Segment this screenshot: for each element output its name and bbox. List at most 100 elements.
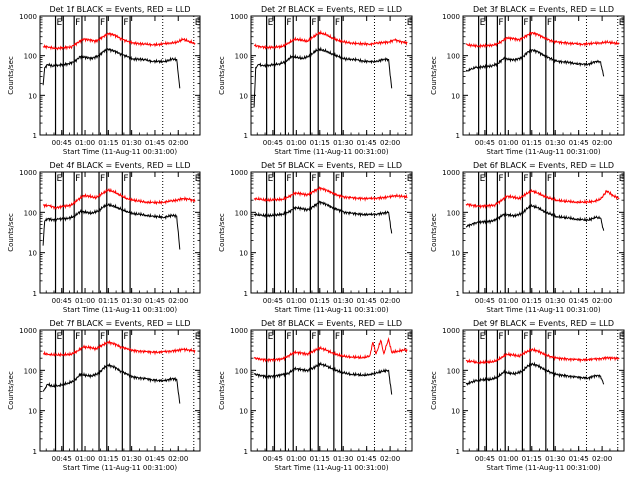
- series-line-events: [253, 361, 393, 395]
- interval-marker-label: F: [498, 174, 503, 184]
- y-tick-label: 1: [244, 290, 248, 298]
- x-axis-label: Start Time (11-Aug-11 00:31:00): [274, 148, 388, 156]
- y-tick-label: 10: [239, 92, 248, 100]
- y-tick-label: 100: [24, 209, 37, 217]
- y-tick-label: 1000: [19, 169, 37, 177]
- interval-marker-label: F: [286, 332, 291, 342]
- series-line-events: [253, 200, 393, 234]
- interval-marker-label: F: [100, 332, 105, 342]
- series-line-events: [465, 203, 605, 231]
- y-tick-label: 1: [33, 448, 37, 456]
- y-tick-label: 10: [28, 250, 37, 258]
- plot-frame: [250, 15, 413, 136]
- interval-marker-label: F: [75, 18, 80, 28]
- panel-1: Det 1f BLACK = Events, RED = LLD 1 10 100 10…: [7, 5, 201, 156]
- panel-title: Det 9f BLACK = Events, RED = LLD: [473, 319, 614, 328]
- interval-marker-label: F: [286, 18, 291, 28]
- panel-title: Det 5f BLACK = Events, RED = LLD: [261, 161, 402, 170]
- y-tick-label: 1000: [230, 327, 248, 335]
- interval-marker-label: F: [311, 174, 316, 184]
- interval-marker-label: F: [75, 174, 80, 184]
- interval-marker-label: E: [480, 332, 486, 342]
- x-tick-label: 01:30: [122, 139, 142, 147]
- series-line-events: [42, 362, 181, 404]
- x-tick-label: 01:00: [286, 297, 306, 305]
- interval-marker-label: F: [523, 174, 528, 184]
- x-tick-label: 01:45: [357, 139, 377, 147]
- series-line-lld: [253, 336, 408, 363]
- x-tick-label: 01:00: [75, 139, 95, 147]
- x-tick-label: 01:15: [98, 139, 118, 147]
- interval-marker-label: E: [57, 332, 63, 342]
- x-tick-label: 01:45: [357, 297, 377, 305]
- interval-marker-label: E: [619, 18, 625, 28]
- x-tick-label: 01:00: [75, 455, 95, 463]
- plot-frame: [39, 171, 201, 294]
- x-tick-label: 01:00: [286, 455, 306, 463]
- panel-title: Det 6f BLACK = Events, RED = LLD: [473, 161, 614, 170]
- series-line-lld: [42, 187, 196, 211]
- interval-marker-label: E: [268, 18, 274, 28]
- y-tick-label: 1: [33, 290, 37, 298]
- interval-marker-label: F: [498, 332, 503, 342]
- x-tick-label: 00:45: [475, 139, 495, 147]
- x-axis-label: Start Time (11-Aug-11 00:31:00): [274, 464, 388, 472]
- x-axis-label: Start Time (11-Aug-11 00:31:00): [63, 148, 177, 156]
- x-tick-label: 01:30: [333, 139, 353, 147]
- panel-title: Det 3f BLACK = Events, RED = LLD: [473, 5, 614, 14]
- y-tick-label: 10: [451, 250, 460, 258]
- y-tick-label: 1: [456, 448, 460, 456]
- y-tick-label: 1: [33, 132, 37, 140]
- x-tick-label: 02:00: [380, 455, 400, 463]
- series-line-lld: [465, 188, 620, 210]
- panel-4: Det 4f BLACK = Events, RED = LLD 1 10 100 10…: [7, 161, 201, 314]
- x-tick-label: 01:15: [522, 297, 542, 305]
- x-tick-label: 02:00: [168, 455, 188, 463]
- x-tick-label: 01:45: [145, 297, 165, 305]
- y-tick-label: 1: [244, 448, 248, 456]
- y-tick-label: 100: [447, 367, 460, 375]
- x-tick-label: 01:30: [333, 455, 353, 463]
- panel-2: Det 2f BLACK = Events, RED = LLD 1 10 100 10…: [218, 5, 413, 156]
- interval-marker-label: E: [57, 174, 63, 184]
- y-tick-label: 10: [451, 408, 460, 416]
- x-tick-label: 01:15: [98, 297, 118, 305]
- panel-8: Det 8f BLACK = Events, RED = LLD 1 10 100 10…: [218, 319, 413, 472]
- series-line-lld: [253, 186, 408, 203]
- y-tick-label: 10: [451, 92, 460, 100]
- interval-marker-label: F: [547, 18, 552, 28]
- x-tick-label: 01:00: [498, 139, 518, 147]
- plot-frame: [250, 329, 413, 452]
- y-axis-label: Counts/sec: [218, 56, 226, 95]
- y-axis-label: Counts/sec: [430, 371, 438, 410]
- y-axis-label: Counts/sec: [7, 56, 15, 95]
- x-tick-label: 02:00: [380, 139, 400, 147]
- interval-marker-label: F: [311, 18, 316, 28]
- y-axis-label: Counts/sec: [7, 213, 15, 252]
- series-line-events: [253, 46, 393, 108]
- x-tick-label: 01:15: [310, 455, 330, 463]
- panel-3: Det 3f BLACK = Events, RED = LLD 1 10 100 10…: [430, 5, 625, 156]
- y-tick-label: 10: [239, 408, 248, 416]
- interval-marker-label: E: [268, 332, 274, 342]
- x-axis-label: Start Time (11-Aug-11 00:31:00): [63, 464, 177, 472]
- x-axis-label: Start Time (11-Aug-11 00:31:00): [486, 464, 600, 472]
- interval-marker-label: E: [619, 174, 625, 184]
- panel-7: Det 7f BLACK = Events, RED = LLD 1 10 100 10…: [7, 319, 201, 472]
- interval-marker-label: F: [523, 332, 528, 342]
- series-line-lld: [42, 32, 196, 51]
- x-tick-label: 01:45: [569, 455, 589, 463]
- y-tick-label: 100: [235, 209, 248, 217]
- x-tick-label: 01:30: [545, 297, 565, 305]
- plot-frame: [462, 15, 625, 136]
- x-tick-label: 02:00: [592, 455, 612, 463]
- series-line-events: [42, 202, 181, 250]
- interval-marker-label: F: [547, 332, 552, 342]
- x-tick-label: 00:45: [52, 297, 72, 305]
- x-tick-label: 00:45: [475, 455, 495, 463]
- y-tick-label: 100: [235, 367, 248, 375]
- plot-frame: [250, 171, 413, 294]
- y-tick-label: 1000: [230, 13, 248, 21]
- y-axis-label: Counts/sec: [218, 371, 226, 410]
